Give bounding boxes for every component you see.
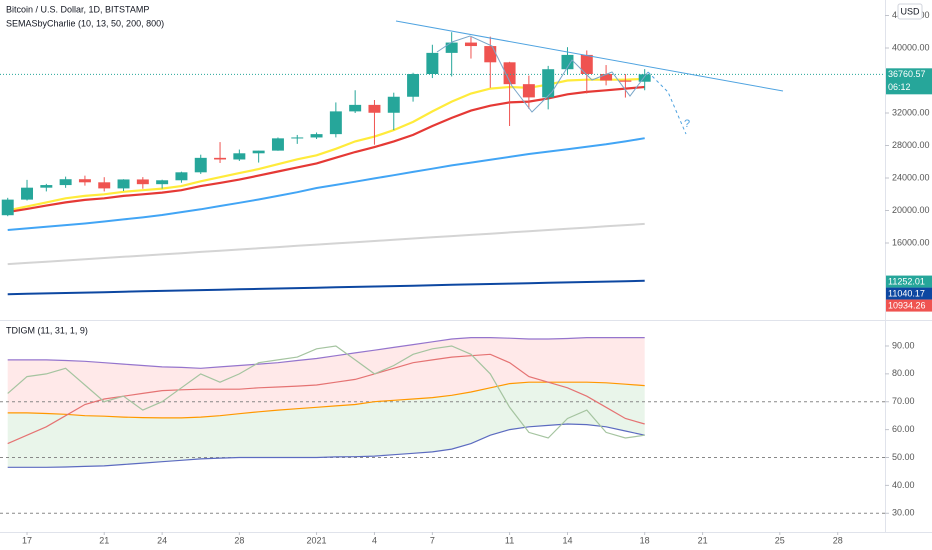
price-label: 36760.57: [888, 69, 926, 79]
x-tick-label: 28: [833, 535, 843, 545]
indicator-title: TDIGM (11, 31, 1, 9): [6, 325, 88, 335]
candle-body: [136, 179, 149, 185]
y-tick-label: 50.00: [892, 452, 915, 462]
y-tick-label: 90.00: [892, 340, 915, 350]
candle-body: [368, 104, 381, 113]
x-tick-label: 4: [372, 535, 377, 545]
candle-body: [503, 62, 516, 85]
indicator-line: [7, 337, 645, 369]
indicator-line: [7, 353, 645, 445]
candle-body: [349, 104, 362, 112]
candle-body: [542, 69, 555, 98]
candle-body: [638, 74, 651, 82]
x-tick-label: 11: [505, 535, 514, 545]
moving-average: [7, 77, 645, 212]
candle-body: [214, 157, 227, 160]
y-tick-label: 60.00: [892, 424, 915, 434]
candle-body: [252, 150, 265, 154]
y-tick-label: 40000.00: [892, 42, 930, 52]
currency-box: [897, 3, 923, 20]
candle-body: [329, 111, 342, 135]
candle-body: [445, 42, 458, 53]
candle-body: [464, 42, 477, 47]
annotation: ?: [684, 118, 690, 130]
band-fill: [7, 382, 645, 468]
price-label-box: [886, 299, 932, 312]
y-tick-label: 32000.00: [892, 107, 930, 117]
price-label-box: [886, 68, 932, 95]
candle-body: [98, 182, 111, 189]
candle-body: [484, 46, 497, 63]
y-tick-label: 20000.00: [892, 205, 930, 215]
y-tick-label: 28000.00: [892, 140, 930, 150]
candle-body: [40, 185, 53, 188]
y-tick-label: 70.00: [892, 396, 915, 406]
indicator-line: [7, 423, 645, 468]
x-tick-label: 28: [234, 535, 244, 545]
candle-body: [426, 52, 439, 75]
candle-body: [78, 179, 91, 183]
candle-body: [522, 84, 535, 98]
y-tick-label: 80.00: [892, 368, 915, 378]
indicator-line: [7, 345, 645, 439]
x-tick-label: 21: [698, 535, 708, 545]
moving-average: [7, 85, 645, 214]
candle-body: [580, 54, 593, 75]
x-tick-label: 18: [640, 535, 650, 545]
indicator-line: [7, 381, 645, 419]
candle-body: [175, 172, 188, 181]
candle-body: [59, 179, 72, 186]
price-label-box: [886, 275, 932, 288]
x-tick-label: 2021: [307, 535, 327, 545]
candle-body: [387, 96, 400, 113]
candle-body: [561, 54, 574, 70]
candle-body: [291, 137, 304, 139]
indicator-legend: SEMASbyCharlie (10, 13, 50, 200, 800): [6, 18, 164, 28]
x-tick-label: 21: [99, 535, 109, 545]
moving-average: [7, 279, 645, 296]
candle-body: [1, 199, 14, 216]
moving-average: [7, 137, 645, 231]
price-label: 11040.17: [888, 288, 925, 298]
x-tick-label: 17: [22, 535, 32, 545]
countdown-label: 06:12: [888, 82, 911, 92]
y-tick-label: 16000.00: [892, 237, 930, 247]
candle-body: [194, 157, 207, 173]
path-drawing: [436, 35, 649, 113]
y-tick-label: 30.00: [892, 508, 915, 518]
candle-body: [619, 80, 632, 82]
y-tick-label: 40.00: [892, 480, 915, 490]
candle-body: [600, 74, 613, 81]
x-tick-label: 25: [775, 535, 785, 545]
chart-title: Bitcoin / U.S. Dollar, 1D, BITSTAMP: [6, 4, 149, 14]
y-tick-label: 24000.00: [892, 172, 930, 182]
candle-body: [156, 180, 169, 185]
candle-body: [310, 134, 323, 138]
price-label: 11252.01: [888, 276, 925, 286]
trend-line: [395, 20, 784, 92]
x-tick-label: 7: [430, 535, 435, 545]
x-tick-label: 24: [157, 535, 167, 545]
moving-average: [7, 222, 645, 266]
price-label: 10934.26: [888, 300, 926, 310]
x-tick-label: 14: [562, 535, 572, 545]
candle-body: [21, 187, 34, 200]
plot: 44000.0040000.0032000.0028000.0024000.00…: [0, 10, 932, 545]
price-label-box: [886, 287, 932, 300]
currency: USD: [900, 6, 920, 16]
candle-body: [271, 138, 284, 151]
candle-body: [117, 179, 130, 189]
candle-body: [407, 74, 420, 97]
candle-body: [233, 153, 246, 160]
